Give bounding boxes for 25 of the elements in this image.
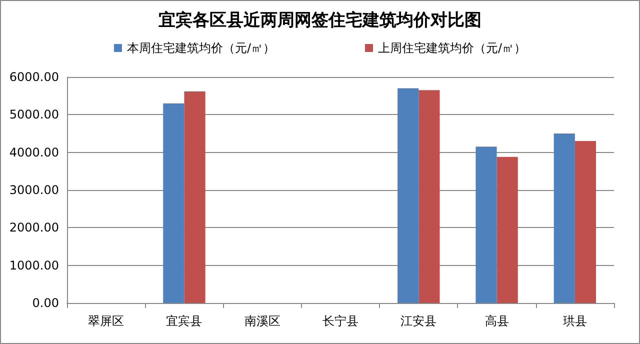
- bar: [496, 156, 518, 303]
- x-tick-label: 南溪区: [244, 314, 280, 328]
- y-tick-label: 5000.00: [9, 108, 59, 122]
- y-tick-label: 1000.00: [9, 258, 59, 272]
- y-tick-label: 2000.00: [9, 220, 59, 235]
- x-tick-label: 宜宾县: [166, 314, 202, 328]
- x-tick-label: 江安县: [400, 314, 437, 328]
- x-tick-label: 珙县: [562, 314, 587, 328]
- legend-label: 本周住宅建筑均价（元/㎡）: [126, 41, 276, 55]
- bar: [476, 146, 497, 303]
- y-tick-label: 3000.00: [9, 183, 59, 197]
- bar: [418, 90, 440, 303]
- bar: [398, 88, 419, 303]
- x-tick-label: 高县: [484, 314, 509, 328]
- y-tick-label: 6000.00: [9, 70, 59, 84]
- bar: [554, 134, 575, 303]
- bar: [184, 91, 206, 303]
- x-tick-label: 翠屏区: [88, 314, 124, 328]
- bar: [574, 141, 596, 303]
- x-tick-label: 长宁县: [322, 314, 358, 328]
- chart-title: 宜宾各区县近两周网签住宅建筑均价对比图: [158, 10, 482, 30]
- y-tick-label: 4000.00: [9, 145, 59, 160]
- y-tick-label: 0.00: [32, 296, 59, 310]
- bar: [163, 103, 184, 303]
- legend-label: 上周住宅建筑均价（元/㎡）: [378, 41, 526, 55]
